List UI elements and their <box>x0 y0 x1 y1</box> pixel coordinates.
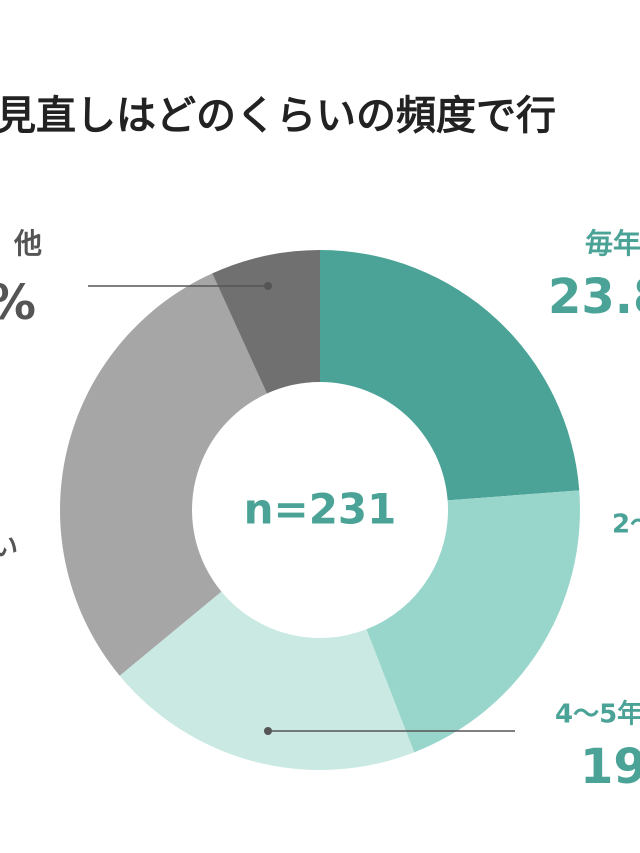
category-label: 2〜 <box>612 510 640 540</box>
category-label: 毎年 <box>585 227 640 260</box>
value-label: 23.8 <box>548 269 640 325</box>
center-label: n=231 <box>244 485 397 534</box>
category-label: 4〜5年 <box>555 699 640 730</box>
value-label: 19 <box>580 739 640 795</box>
leader-dot <box>264 282 272 290</box>
donut-segment <box>320 250 580 501</box>
value-label: % <box>0 275 36 331</box>
donut-segment <box>366 490 580 753</box>
leader-dot <box>264 727 272 735</box>
category-label: い <box>0 533 18 563</box>
chart-title: 見直しはどのくらいの頻度で行 <box>0 93 556 139</box>
donut-segment <box>119 591 415 770</box>
donut-segment <box>60 273 267 676</box>
category-label: 他 <box>13 227 42 260</box>
